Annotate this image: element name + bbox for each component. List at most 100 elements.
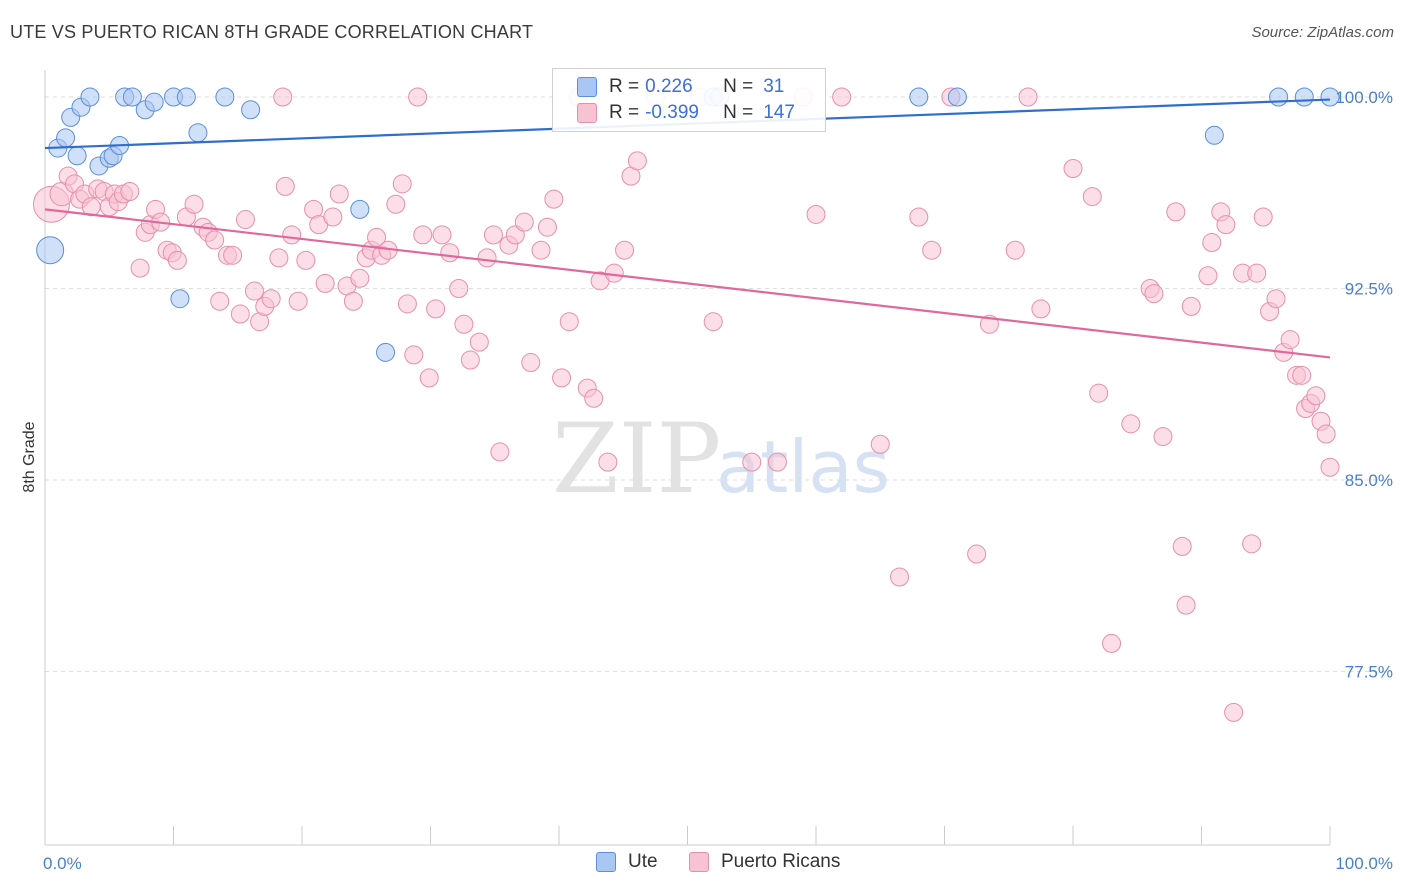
puerto-ricans-point [584,388,604,408]
puerto-ricans-point [1181,296,1201,316]
puerto-ricans-point [323,207,343,227]
puerto-ricans-point [205,230,225,250]
puerto-ricans-point [275,176,295,196]
puerto-ricans-trend-line [44,208,1331,359]
puerto-ricans-point [1144,284,1164,304]
puerto-ricans-point [1166,202,1186,222]
r-label: R = [609,102,640,123]
puerto-ricans-point [1316,424,1336,444]
puerto-ricans-point [1292,365,1312,385]
grid-lines [45,96,1392,672]
puerto-ricans-point [1121,414,1141,434]
puerto-ricans-point [559,312,579,332]
puerto-ricans-point [909,207,929,227]
puerto-ricans-point [230,304,250,324]
legend-item-puerto-ricans[interactable]: Puerto Ricans [689,851,840,873]
ute-point [350,199,370,219]
puerto-ricans-point [922,240,942,260]
puerto-ricans-point [742,452,762,472]
puerto-ricans-point [210,291,230,311]
puerto-ricans-point [130,258,150,278]
puerto-ricans-point [419,368,439,388]
puerto-ricans-point [460,350,480,370]
puerto-ricans-point [426,299,446,319]
ute-point [1294,87,1314,107]
puerto-ricans-point [404,345,424,365]
puerto-ricans-point [870,434,890,454]
ute-r-value: 0.226 [645,76,693,97]
stats-legend: R = 0.226 N = 31 R = -0.399 N = 147 [552,68,826,132]
puerto-ricans-swatch [577,103,597,123]
legend-item-ute[interactable]: Ute [596,851,658,873]
puerto-ricans-point [537,217,557,237]
puerto-ricans-point [598,452,618,472]
puerto-ricans-point [544,189,564,209]
puerto-ricans-point [1102,633,1122,653]
puerto-ricans-point [315,273,335,293]
puerto-ricans-point [235,210,255,230]
pr-r-value: -0.399 [645,102,699,123]
puerto-ricans-point [967,544,987,564]
source-label: Source: ZipAtlas.com [1251,24,1394,41]
puerto-ricans-point [1063,158,1083,178]
puerto-ricans-point [477,248,497,268]
puerto-ricans-point [703,312,723,332]
axis-labels: 77.5% 85.0% 92.5% 100.0% 0.0% 100.0% 8th Grade [21,88,1393,873]
ute-point [215,87,235,107]
x-tick-label-min: 0.0% [43,854,82,873]
series-puerto-ricans-points [32,87,1340,722]
puerto-ricans-point [223,245,243,265]
puerto-ricans-point [282,225,302,245]
puerto-ricans-point [432,225,452,245]
y-tick-label: 92.5% [1345,280,1393,299]
ute-point [1269,87,1289,107]
watermark-atlas: atlas [716,425,890,509]
ute-n-value: 31 [763,76,785,97]
puerto-ricans-point [296,250,316,270]
watermark-zip: ZIP [552,403,721,515]
puerto-ricans-point [397,294,417,314]
n-label: N = [723,102,754,123]
puerto-ricans-point [1266,289,1286,309]
pr-n-value: 147 [763,102,795,123]
puerto-ricans-point [514,212,534,232]
puerto-ricans-point [1202,233,1222,253]
puerto-ricans-point [244,281,264,301]
x-tick-label-max: 100.0% [1335,854,1393,873]
ute-point [188,123,208,143]
puerto-ricans-point [184,194,204,214]
puerto-ricans-point [454,314,474,334]
puerto-ricans-point [386,194,406,214]
puerto-ricans-point [408,87,428,107]
puerto-ricans-point [1242,534,1262,554]
y-tick-label: 100.0% [1335,88,1393,107]
puerto-ricans-point [1018,87,1038,107]
ute-point [947,87,967,107]
puerto-ricans-point [1253,207,1273,227]
puerto-ricans-point [1172,536,1192,556]
y-axis-label: 8th Grade [21,421,38,492]
axes [44,70,1331,846]
ute-point [67,146,87,166]
r-label: R = [609,76,640,97]
ute-point [170,289,190,309]
ute-point [36,236,65,265]
y-tick-label: 77.5% [1345,663,1393,682]
puerto-ricans-point [1005,240,1025,260]
puerto-ricans-point [531,240,551,260]
ute-point [80,87,100,107]
puerto-ricans-point [1216,215,1236,235]
puerto-ricans-point [1153,427,1173,447]
puerto-ricans-point [483,225,503,245]
puerto-ricans-point [521,353,541,373]
puerto-ricans-point [1198,266,1218,286]
puerto-ricans-point [261,289,281,309]
legend-row-ute: R = 0.226 N = 31 [577,74,784,100]
n-label: N = [723,76,754,97]
puerto-ricans-point [1320,457,1340,477]
puerto-ricans-point [440,243,460,263]
puerto-ricans-point [767,452,787,472]
puerto-ricans-legend-swatch [689,852,709,872]
puerto-ricans-point [1306,386,1326,406]
